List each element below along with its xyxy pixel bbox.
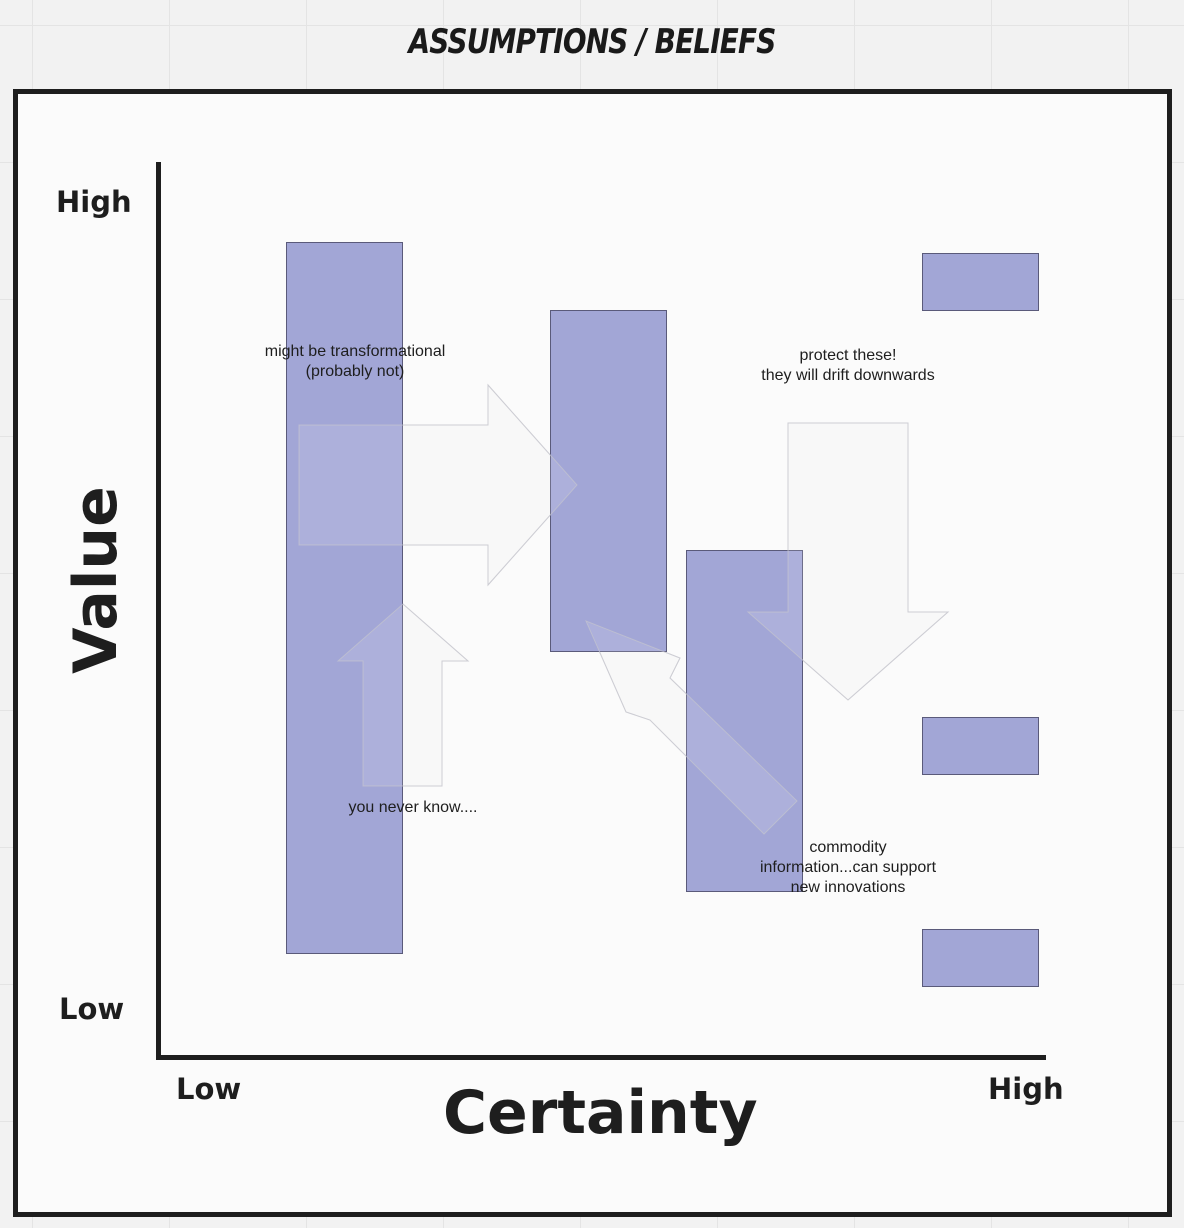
note-never-know[interactable]: you never know.... xyxy=(348,799,478,816)
assumption-box-6[interactable] xyxy=(922,929,1039,987)
y-axis-line xyxy=(156,162,161,1060)
assumption-box-4[interactable] xyxy=(922,253,1039,311)
note-transformational[interactable]: might be transformational (probably not) xyxy=(264,343,446,380)
note-commodity[interactable]: commodity information...can support new … xyxy=(759,839,937,896)
y-axis-low-label: Low xyxy=(59,992,125,1026)
y-axis-high-label: High xyxy=(56,185,132,219)
x-axis-title: Certainty xyxy=(443,1078,758,1148)
y-axis-title: Value xyxy=(61,486,131,674)
assumption-box-1[interactable] xyxy=(286,242,403,954)
x-axis-line xyxy=(156,1055,1046,1060)
x-axis-low-label: Low xyxy=(176,1072,242,1106)
assumption-box-2[interactable] xyxy=(550,310,667,652)
assumption-box-3[interactable] xyxy=(686,550,803,892)
board-title: ASSUMPTIONS / BELIEFS xyxy=(408,22,776,62)
x-axis-high-label: High xyxy=(988,1072,1064,1106)
note-protect[interactable]: protect these! they will drift downwards xyxy=(761,347,935,384)
assumption-box-5[interactable] xyxy=(922,717,1039,775)
